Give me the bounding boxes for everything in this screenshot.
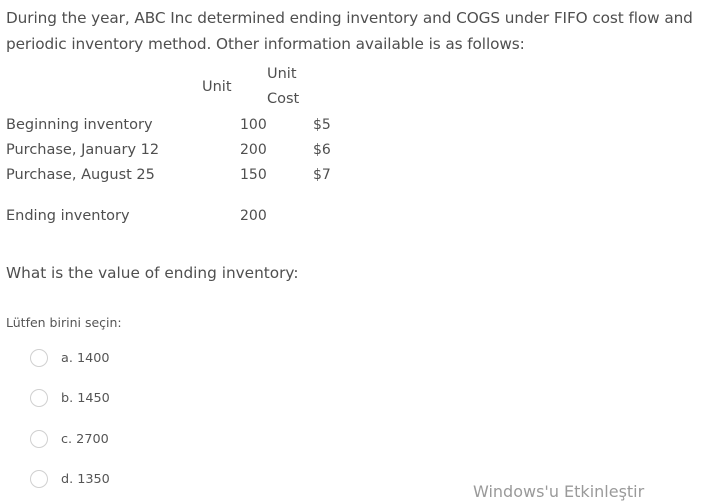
radio-button-d[interactable] — [30, 470, 48, 488]
option-b[interactable]: b. 1450 — [30, 387, 110, 409]
option-a-label: a. 1400 — [61, 350, 110, 366]
option-a[interactable]: a. 1400 — [30, 347, 110, 369]
select-one-prompt: Lütfen birini seçin: — [6, 315, 122, 330]
windows-activation-watermark: Windows'u Etkinleştir — [473, 482, 645, 501]
row-label-purchase-jan: Purchase, January 12 — [6, 142, 160, 158]
row-units-purchase-jan: 200 — [240, 142, 267, 158]
radio-button-b[interactable] — [30, 389, 48, 407]
row-label-beginning-inventory: Beginning inventory — [6, 117, 153, 133]
row-units-ending-inventory: 200 — [240, 208, 267, 224]
option-b-label: b. 1450 — [61, 390, 110, 406]
header-unit: Unit — [202, 79, 232, 95]
question-intro: During the year, ABC Inc determined endi… — [6, 5, 701, 57]
option-c-label: c. 2700 — [61, 431, 109, 447]
row-cost-purchase-jan: $6 — [313, 142, 331, 158]
header-unit-cost-line1: Unit — [267, 66, 297, 82]
radio-button-a[interactable] — [30, 349, 48, 367]
header-unit-cost-line2: Cost — [267, 91, 300, 107]
option-d-label: d. 1350 — [61, 471, 110, 487]
row-cost-beginning-inventory: $5 — [313, 117, 331, 133]
row-units-beginning-inventory: 100 — [240, 117, 267, 133]
question-text: What is the value of ending inventory: — [6, 264, 299, 282]
option-d[interactable]: d. 1350 — [30, 468, 110, 490]
row-label-purchase-aug: Purchase, August 25 — [6, 167, 155, 183]
row-units-purchase-aug: 150 — [240, 167, 267, 183]
row-label-ending-inventory: Ending inventory — [6, 208, 130, 224]
radio-button-c[interactable] — [30, 430, 48, 448]
intro-line-1: During the year, ABC Inc determined endi… — [6, 9, 693, 27]
row-cost-purchase-aug: $7 — [313, 167, 331, 183]
intro-line-2: periodic inventory method. Other informa… — [6, 35, 525, 53]
option-c[interactable]: c. 2700 — [30, 428, 109, 450]
